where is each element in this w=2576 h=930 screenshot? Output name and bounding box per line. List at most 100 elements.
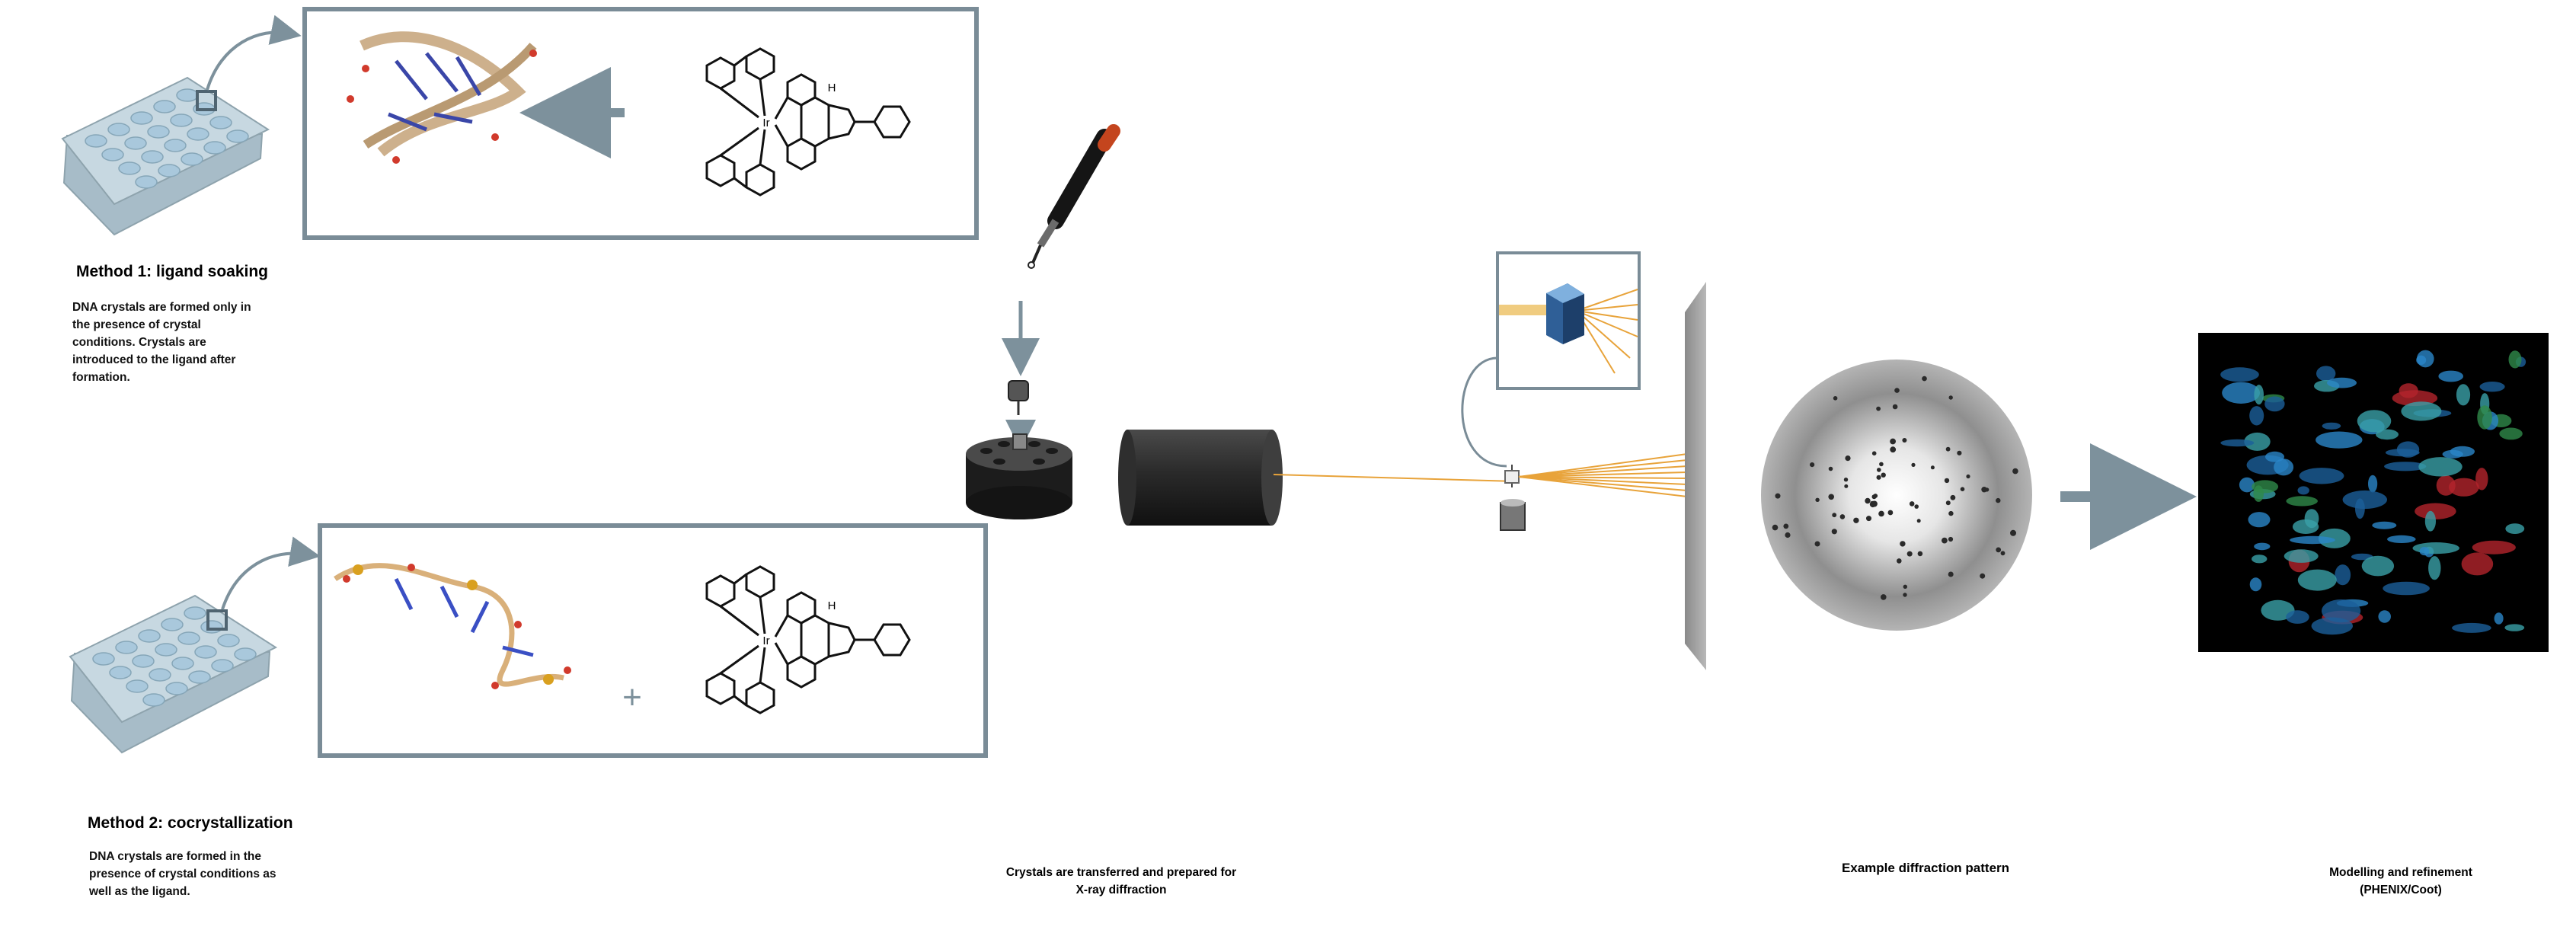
diffraction-spot [1930,465,1935,470]
density-blob [2249,406,2264,426]
diffraction-spot [1810,462,1815,468]
diffraction-spots [1772,376,2018,600]
density-blob [2505,523,2525,534]
diffraction-spot [1785,532,1791,539]
diffraction-spot [1917,551,1923,557]
density-blob [2292,519,2319,534]
diffraction-spot [1871,494,1877,500]
diffraction-spot [1948,571,1954,577]
density-blob [2248,512,2271,528]
method-2-heading: Method 2: cocrystallization [88,814,293,832]
density-blob [2494,612,2504,625]
density-blob [2254,542,2271,551]
diffraction-spot [1843,478,1849,482]
density-blob [2419,547,2430,556]
iridium-complex-structure-1: Ir H [705,47,911,197]
density-blob [2477,405,2492,430]
density-blob [2290,535,2335,545]
diffraction-spot [1909,501,1915,507]
diffraction-spot [1948,536,1954,542]
dna-duplex-cartoon [347,31,545,164]
density-blob [2357,410,2392,433]
diffraction-spot [2012,468,2018,475]
detector-screen [1685,282,1706,670]
transfer-caption-line-1: Crystals are transferred and prepared fo… [1006,866,1236,879]
density-blob [2252,480,2279,494]
density-blob [2249,577,2262,592]
diffraction-spot [1996,547,2002,553]
diffraction-spot [1984,487,1990,492]
diffraction-spot [1865,497,1871,504]
diffraction-spot [2000,551,2006,556]
diffraction-spot [1948,510,1954,516]
diffraction-spot [1948,395,1953,400]
density-blob [2299,468,2344,484]
diffraction-spot [1890,438,1897,445]
density-blob [2254,385,2264,405]
density-blob [2479,382,2505,392]
diffraction-spot [1845,455,1851,462]
diffraction-spot [1814,541,1820,547]
diffraction-spot [1828,494,1834,500]
density-blob [2415,503,2456,519]
density-blob [2252,554,2268,564]
diffraction-spot [1815,497,1820,502]
density-blob [2318,528,2351,548]
diffraction-spot [1871,451,1877,455]
diffraction-spot [1877,468,1881,472]
density-blob [2475,468,2488,491]
density-blob [2342,490,2387,510]
scattered-beams [1518,453,1688,497]
diffraction-spot [1881,472,1886,478]
density-blob [2311,617,2353,635]
diffraction-spot [1911,462,1916,468]
diffraction-spot [1944,478,1950,484]
diffraction-spot [1844,484,1849,488]
diffraction-spot [1853,517,1859,523]
diffraction-spot [1783,523,1789,529]
density-blob [2448,478,2479,497]
diffraction-spot [1831,529,1837,535]
density-blob [2297,569,2337,591]
density-blob [2264,396,2285,412]
diffraction-spot [1879,462,1884,467]
density-blob [2418,457,2463,477]
diffraction-caption: Example diffraction pattern [1842,861,2009,875]
diffraction-spot [1828,466,1833,471]
density-blob [2385,449,2420,457]
diffraction-spot [1903,593,1907,597]
transfer-caption-line-2: X-ray diffraction [1076,884,1167,896]
density-blob [2428,556,2441,580]
density-blob [2368,475,2378,493]
density-blob [2355,498,2365,519]
well-plate-method-2 [69,594,278,754]
density-blob [2239,477,2255,493]
diffraction-spot [1906,551,1913,557]
diffraction-spot [1772,524,1779,531]
density-blob [2297,486,2309,495]
electron-density-map [2198,333,2549,652]
density-blob [2372,521,2397,529]
density-blob [2472,540,2516,554]
crystal-loop-tool-icon [1028,124,1120,269]
density-blob [2327,377,2357,388]
density-blob [2424,510,2436,532]
diffraction-spot [1966,474,1970,479]
diffraction-spot [1833,396,1838,401]
diffraction-spot [1916,519,1921,523]
diffraction-spot [2010,529,2016,536]
dna-strand-sticks [334,563,571,689]
metal-label: Ir [762,634,769,647]
xray-beam-line [1273,474,1517,482]
density-blob [2376,429,2399,440]
density-blob [2378,610,2391,623]
density-blob [2361,555,2395,577]
diffraction-spot [1878,510,1884,517]
density-blob [2461,552,2494,576]
diffraction-spot [1960,487,1965,491]
density-blob [2322,599,2361,623]
curved-arrow-method-2 [221,536,321,610]
diffraction-spot [1775,493,1781,499]
diffraction-spot [1957,450,1962,455]
